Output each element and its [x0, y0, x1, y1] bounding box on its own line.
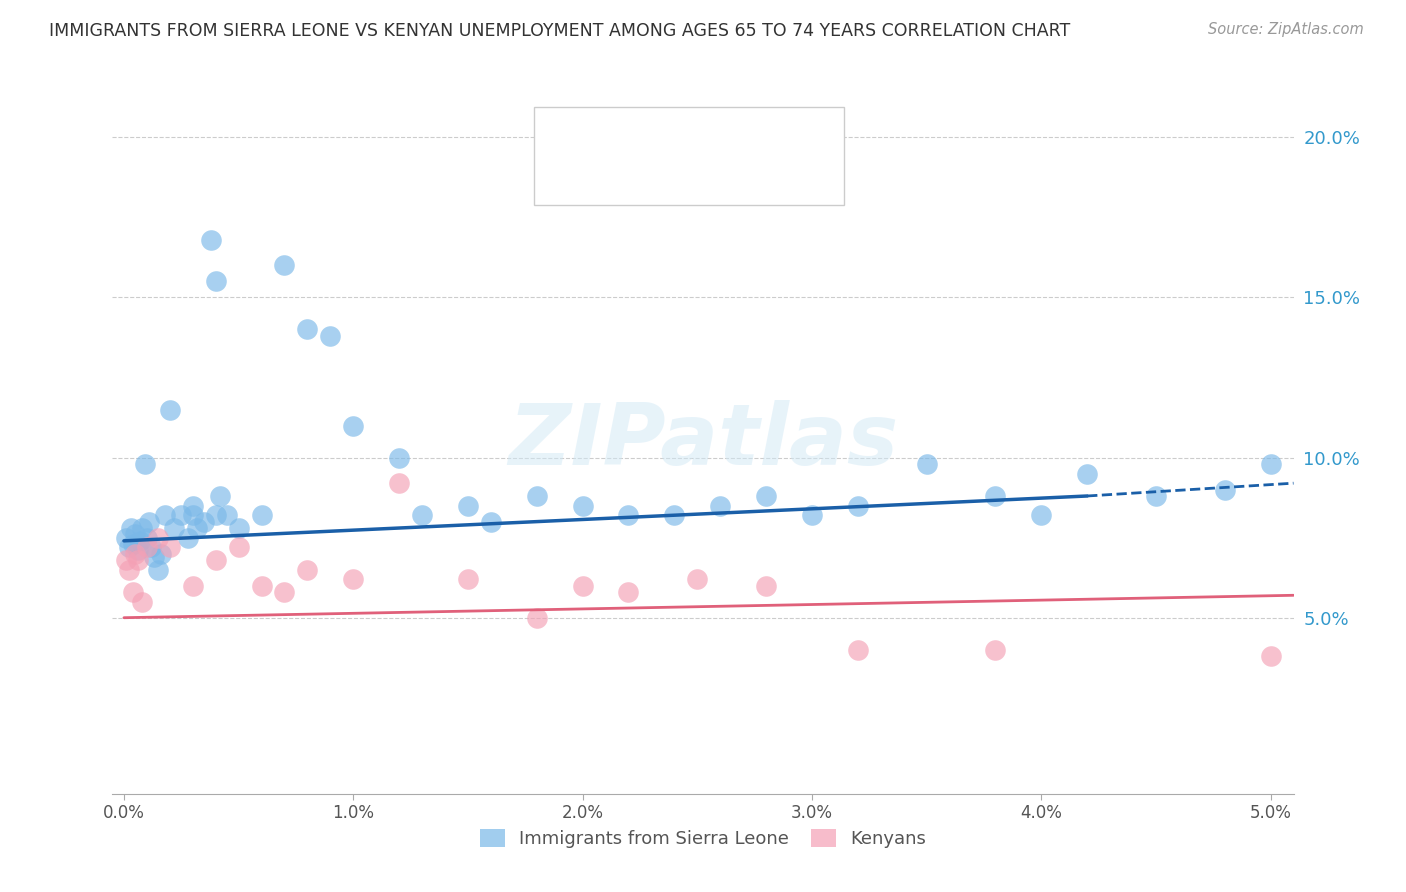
Point [457, 499, 479, 513]
Legend: Immigrants from Sierra Leone, Kenyans: Immigrants from Sierra Leone, Kenyans [472, 822, 934, 855]
Point [217, 508, 239, 523]
Point [228, 521, 250, 535]
Point [127, 553, 149, 567]
Text: IMMIGRANTS FROM SIERRA LEONE VS KENYAN UNEMPLOYMENT AMONG AGES 65 TO 74 YEARS CO: IMMIGRANTS FROM SIERRA LEONE VS KENYAN U… [49, 22, 1070, 40]
Text: 55: 55 [725, 138, 751, 156]
Point [479, 515, 502, 529]
Point [571, 499, 593, 513]
Point [388, 450, 411, 465]
Point [204, 553, 226, 567]
Point [122, 537, 145, 551]
Point [131, 521, 153, 535]
Point [122, 585, 145, 599]
Text: Source: ZipAtlas.com: Source: ZipAtlas.com [1208, 22, 1364, 37]
Point [131, 595, 153, 609]
Point [1213, 483, 1236, 497]
Point [115, 531, 138, 545]
Text: N =: N = [688, 138, 727, 156]
Point [193, 515, 215, 529]
Point [915, 457, 938, 471]
Point [686, 572, 709, 586]
Point [297, 322, 319, 336]
Point [984, 489, 1007, 503]
Point [1260, 649, 1282, 664]
Point [800, 508, 823, 523]
Point [115, 553, 138, 567]
Point [273, 585, 295, 599]
Point [1260, 457, 1282, 471]
Text: N =: N = [688, 174, 727, 192]
Point [526, 489, 548, 503]
Point [141, 540, 163, 554]
Point [135, 540, 157, 554]
Text: R =: R = [582, 174, 621, 192]
Point [134, 457, 156, 471]
Point [181, 579, 204, 593]
Point [177, 531, 200, 545]
Point [204, 274, 226, 288]
Point [124, 527, 146, 541]
Point [149, 547, 172, 561]
Point [273, 258, 295, 272]
Point [117, 540, 139, 554]
Point [617, 508, 640, 523]
Point [342, 418, 364, 433]
Point [319, 328, 342, 343]
Point [204, 508, 226, 523]
Point [120, 521, 142, 535]
Point [526, 610, 548, 624]
Point [709, 499, 731, 513]
Point [457, 572, 479, 586]
Point [129, 533, 152, 548]
Point [159, 540, 181, 554]
Point [755, 579, 778, 593]
Point [142, 549, 165, 564]
Point [250, 579, 273, 593]
Point [124, 547, 146, 561]
Point [1076, 467, 1098, 481]
Point [159, 402, 181, 417]
Point [1144, 489, 1167, 503]
Point [1031, 508, 1053, 523]
Text: ZIPatlas: ZIPatlas [508, 400, 898, 483]
Point [250, 508, 273, 523]
Point [117, 563, 139, 577]
Point [127, 543, 149, 558]
Text: 26: 26 [725, 174, 751, 192]
Point [411, 508, 433, 523]
Point [755, 489, 778, 503]
Point [138, 515, 160, 529]
Point [148, 531, 170, 545]
Point [148, 563, 170, 577]
Point [571, 579, 593, 593]
Point [200, 233, 222, 247]
Point [664, 508, 686, 523]
Point [170, 508, 193, 523]
Point [846, 642, 869, 657]
Point [155, 508, 177, 523]
Text: 0.128: 0.128 [621, 138, 679, 156]
Point [617, 585, 640, 599]
Point [186, 521, 208, 535]
Point [163, 521, 186, 535]
Point [135, 531, 157, 545]
Point [228, 540, 250, 554]
Point [181, 508, 204, 523]
Text: R =: R = [582, 138, 621, 156]
Point [181, 499, 204, 513]
Point [984, 642, 1007, 657]
Text: 0.108: 0.108 [621, 174, 679, 192]
Point [342, 572, 364, 586]
Point [846, 499, 869, 513]
Point [388, 476, 411, 491]
Point [209, 489, 232, 503]
Point [297, 563, 319, 577]
